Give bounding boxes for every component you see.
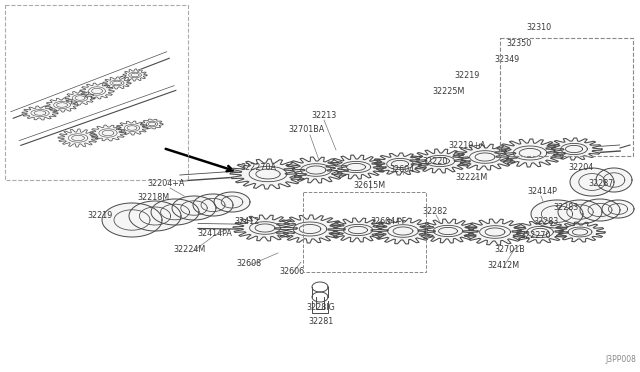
Polygon shape xyxy=(558,200,602,224)
Polygon shape xyxy=(326,155,386,179)
Text: 32225M: 32225M xyxy=(433,87,465,96)
Text: 32701BA: 32701BA xyxy=(289,125,325,135)
Text: 3228IG: 3228IG xyxy=(307,304,335,312)
Text: 32412M: 32412M xyxy=(487,260,519,269)
Text: 32604+F: 32604+F xyxy=(371,218,407,227)
Polygon shape xyxy=(116,121,148,135)
Text: 32310: 32310 xyxy=(527,23,552,32)
Text: 32606: 32606 xyxy=(280,267,305,276)
Text: 32204: 32204 xyxy=(568,164,594,173)
Text: 32412: 32412 xyxy=(234,218,260,227)
Text: 32350: 32350 xyxy=(506,38,532,48)
Polygon shape xyxy=(463,219,527,245)
Polygon shape xyxy=(102,203,162,237)
Text: 32349: 32349 xyxy=(494,55,520,64)
Text: 32282: 32282 xyxy=(422,208,448,217)
Polygon shape xyxy=(90,125,126,141)
Text: 32221M: 32221M xyxy=(456,173,488,182)
Polygon shape xyxy=(596,168,632,192)
Polygon shape xyxy=(531,200,583,228)
Text: 322270A: 322270A xyxy=(240,164,276,173)
Text: 32219+A: 32219+A xyxy=(448,141,486,150)
Polygon shape xyxy=(46,98,78,112)
Polygon shape xyxy=(103,77,131,89)
Text: J3PP008: J3PP008 xyxy=(605,355,636,364)
Text: 32220: 32220 xyxy=(422,157,448,167)
Text: 32414P: 32414P xyxy=(527,187,557,196)
Text: 32701B: 32701B xyxy=(495,246,525,254)
Polygon shape xyxy=(371,218,435,244)
Text: 32615M: 32615M xyxy=(353,180,385,189)
Text: 32219: 32219 xyxy=(454,71,480,80)
Polygon shape xyxy=(512,221,568,243)
Polygon shape xyxy=(570,168,614,196)
Polygon shape xyxy=(65,91,95,105)
Text: 32204+A: 32204+A xyxy=(147,179,185,187)
Polygon shape xyxy=(328,218,388,242)
Polygon shape xyxy=(172,196,216,220)
Text: 32218M: 32218M xyxy=(137,193,169,202)
Polygon shape xyxy=(141,119,163,129)
Polygon shape xyxy=(555,222,605,242)
Polygon shape xyxy=(495,139,565,167)
Polygon shape xyxy=(602,200,634,218)
Text: 32281: 32281 xyxy=(308,317,333,327)
Text: 32224M: 32224M xyxy=(174,246,206,254)
Polygon shape xyxy=(580,199,620,221)
Text: 32283: 32283 xyxy=(554,203,579,212)
Polygon shape xyxy=(233,215,297,241)
Text: 32608: 32608 xyxy=(236,259,262,267)
Text: 32213: 32213 xyxy=(312,110,337,119)
Polygon shape xyxy=(275,215,345,243)
Polygon shape xyxy=(80,83,114,99)
Polygon shape xyxy=(214,192,250,212)
Text: 322270: 322270 xyxy=(521,231,551,241)
Text: 32604: 32604 xyxy=(389,166,415,174)
Polygon shape xyxy=(151,199,199,225)
Polygon shape xyxy=(129,201,181,231)
Polygon shape xyxy=(410,149,470,173)
Polygon shape xyxy=(418,219,478,243)
Polygon shape xyxy=(58,129,98,147)
Polygon shape xyxy=(372,153,428,175)
Text: 32414PA: 32414PA xyxy=(198,228,232,237)
Polygon shape xyxy=(546,138,602,160)
Polygon shape xyxy=(230,159,306,189)
Polygon shape xyxy=(193,194,233,216)
Polygon shape xyxy=(22,106,58,120)
Text: 32287: 32287 xyxy=(588,179,614,187)
Polygon shape xyxy=(453,144,517,170)
Polygon shape xyxy=(284,157,348,183)
Text: 32219: 32219 xyxy=(87,212,113,221)
Polygon shape xyxy=(123,69,147,81)
Text: 32283: 32283 xyxy=(533,218,559,227)
